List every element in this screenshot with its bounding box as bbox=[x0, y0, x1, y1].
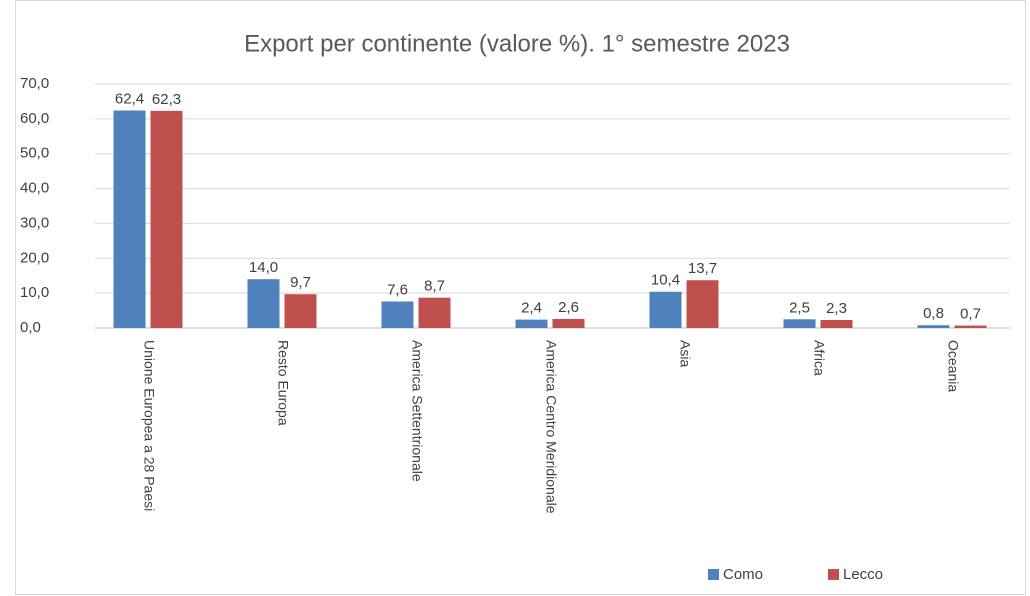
data-label: 7,6 bbox=[387, 281, 408, 298]
data-label: 14,0 bbox=[249, 259, 278, 276]
bar bbox=[783, 319, 816, 328]
data-label: 0,7 bbox=[960, 306, 981, 323]
legend-label: Lecco bbox=[843, 566, 883, 583]
bar bbox=[552, 318, 585, 328]
data-label: 8,7 bbox=[424, 278, 445, 295]
legend-swatch bbox=[828, 569, 839, 580]
y-tick-label: 0,0 bbox=[20, 319, 41, 336]
y-tick-label: 10,0 bbox=[20, 284, 49, 301]
bar bbox=[418, 297, 451, 328]
bar bbox=[515, 319, 548, 328]
y-tick-label: 40,0 bbox=[20, 180, 49, 197]
data-label: 13,7 bbox=[688, 260, 717, 277]
x-tick-label: Asia bbox=[677, 340, 693, 367]
y-tick-label: 70,0 bbox=[20, 75, 49, 92]
data-label: 62,4 bbox=[115, 90, 144, 107]
data-label: 0,8 bbox=[923, 305, 944, 322]
bar bbox=[247, 279, 280, 328]
bar bbox=[917, 325, 950, 328]
bar bbox=[686, 280, 719, 328]
data-label: 2,5 bbox=[789, 299, 810, 316]
chart-frame bbox=[15, 0, 1026, 595]
legend-label: Como bbox=[723, 566, 763, 583]
data-label: 2,6 bbox=[558, 299, 579, 316]
y-tick-label: 60,0 bbox=[20, 110, 49, 127]
data-label: 10,4 bbox=[651, 272, 680, 289]
x-tick-label: America Settentrionale bbox=[409, 340, 425, 482]
data-label: 2,3 bbox=[826, 300, 847, 317]
y-tick-label: 20,0 bbox=[20, 249, 49, 266]
x-tick-label: Resto Europa bbox=[275, 340, 291, 426]
y-tick-label: 30,0 bbox=[20, 214, 49, 231]
bar bbox=[284, 294, 317, 328]
x-tick-label: America Centro Meridionale bbox=[543, 340, 559, 514]
data-label: 2,4 bbox=[521, 300, 542, 317]
bar bbox=[150, 110, 183, 328]
legend-swatch bbox=[708, 569, 719, 580]
bar bbox=[820, 319, 853, 328]
bar bbox=[381, 301, 414, 328]
data-label: 9,7 bbox=[290, 274, 311, 291]
bar bbox=[954, 325, 987, 328]
bar bbox=[113, 110, 146, 329]
x-tick-label: Oceania bbox=[945, 340, 961, 392]
bar bbox=[649, 291, 682, 328]
x-tick-label: Unione Europea a 28 Paesi bbox=[141, 340, 157, 511]
y-tick-label: 50,0 bbox=[20, 145, 49, 162]
data-label: 62,3 bbox=[152, 91, 181, 108]
x-tick-label: Africa bbox=[811, 340, 827, 376]
chart-title: Export per continente (valore %). 1° sem… bbox=[244, 30, 790, 57]
